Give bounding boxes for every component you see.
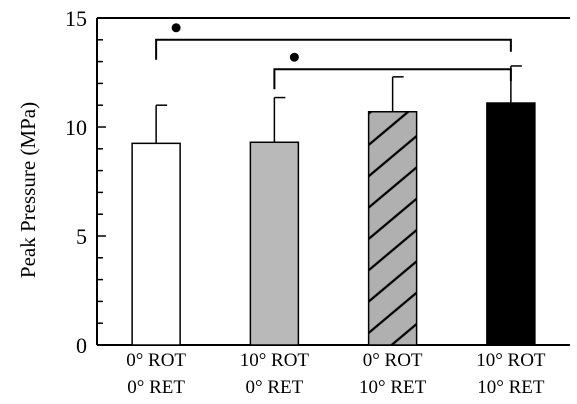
y-axis-label: Peak Pressure (MPa) [16, 102, 40, 278]
significance-marker-1 [171, 23, 181, 33]
significance-bracket-2 [273, 68, 512, 90]
bar-4 [486, 102, 536, 346]
x-tick-label: 0° ROT [126, 350, 186, 371]
bars-layer [131, 65, 536, 346]
significance-bracket-1 [155, 38, 512, 60]
x-tick-label: 10° ROT [476, 350, 546, 371]
bar-2 [249, 141, 300, 346]
x-tick-label: 0° RET [127, 377, 185, 398]
x-tick-label: 10° RET [359, 377, 427, 398]
x-tick-label: 0° RET [246, 377, 304, 398]
y-tick-label: 10 [65, 115, 87, 140]
y-tick-label: 0 [76, 333, 87, 358]
y-tick-label: 15 [65, 6, 87, 31]
x-tick-label: 0° ROT [363, 350, 423, 371]
significance-layer [155, 23, 512, 90]
x-tick-label: 10° RET [477, 377, 545, 398]
bar-1 [131, 142, 181, 346]
y-tick-label: 5 [76, 224, 87, 249]
x-tick-label: 10° ROT [240, 350, 310, 371]
significance-marker-2 [289, 52, 299, 62]
bar-3 [367, 110, 418, 346]
labels-layer: 0° ROT 0° RET 10° ROT 0° RET 0° ROT 10° RET 10… [126, 350, 546, 398]
